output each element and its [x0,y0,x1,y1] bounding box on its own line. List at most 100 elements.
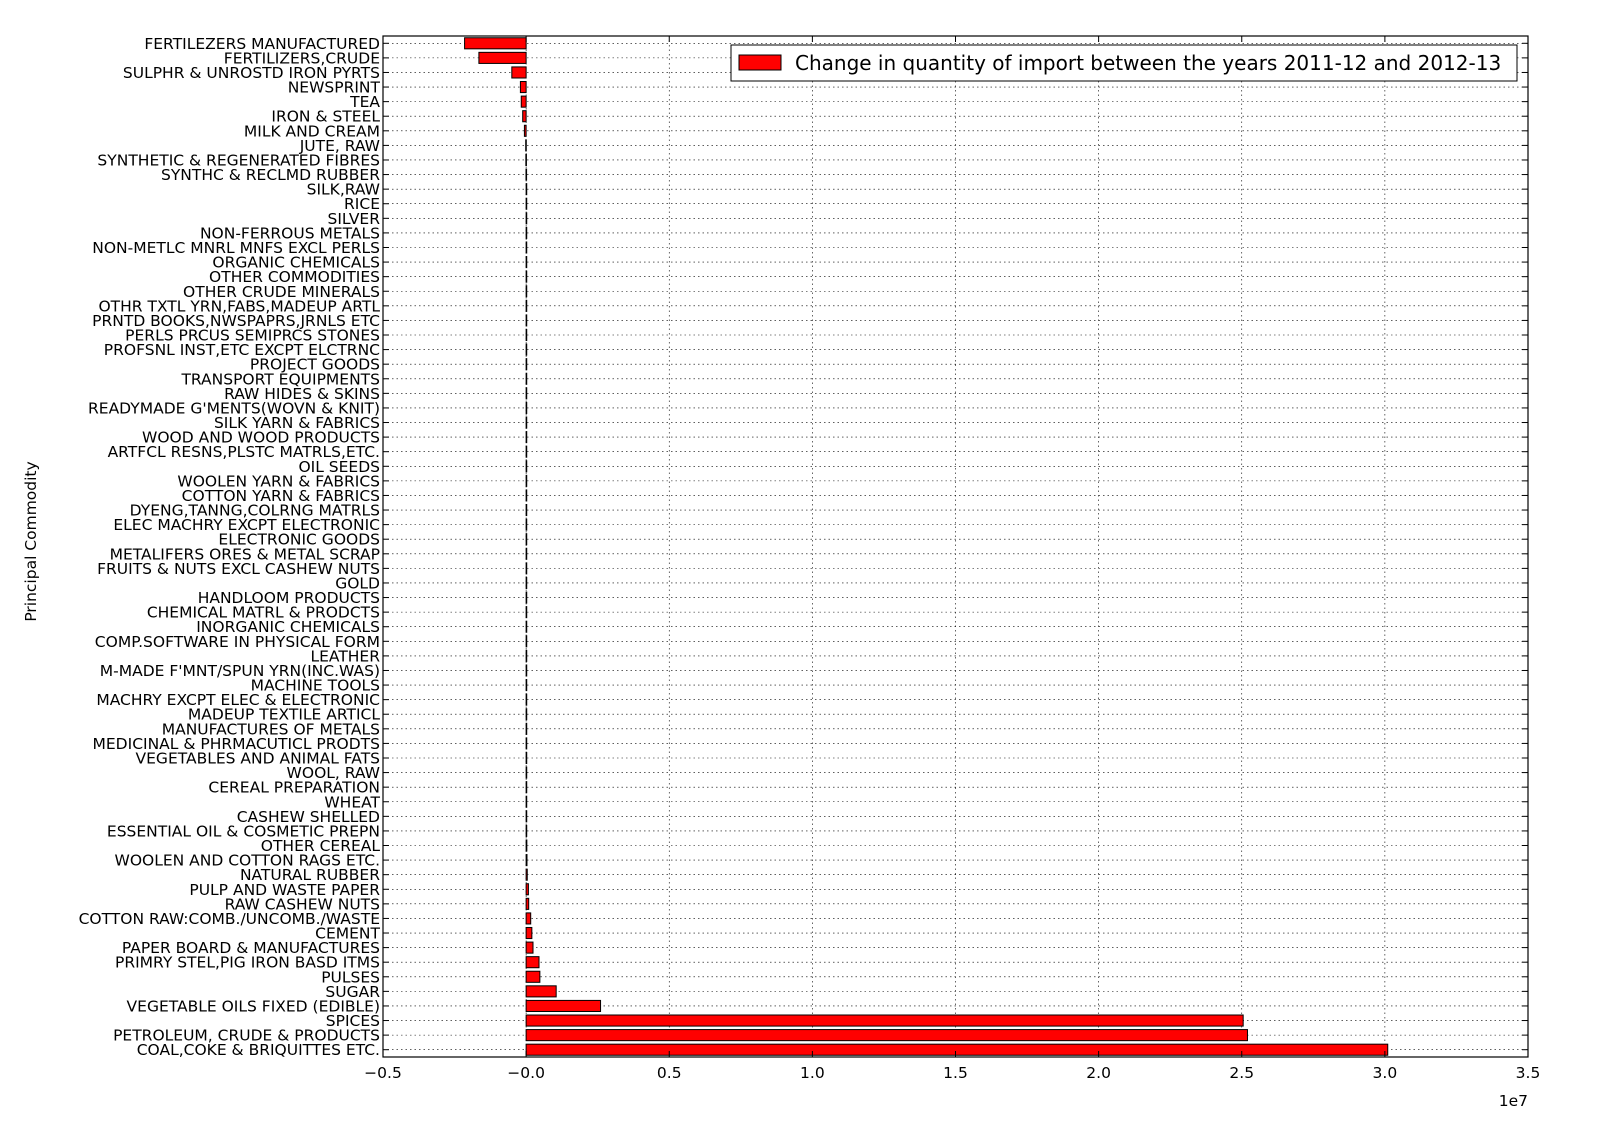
category-label: WOOD AND WOOD PRODUCTS [142,429,380,447]
bar [525,489,528,502]
category-label: SULPHR & UNROSTD IRON PYRTS [123,64,380,82]
category-label: PROFSNL INST,ETC EXCPT ELCTRNC [104,341,380,359]
bar [525,839,528,852]
x-tick-label: 2.5 [1229,1064,1254,1082]
x-tick-label: 2.0 [1086,1064,1111,1082]
category-label: MACHRY EXCPT ELEC & ELECTRONIC [96,691,380,709]
bar [525,635,528,648]
category-label: COAL,COKE & BRIQUITTES ETC. [137,1041,380,1059]
category-label: WOOL, RAW [287,764,380,782]
category-label: GOLD [335,574,380,592]
bar [525,547,528,560]
bar [525,722,528,735]
category-label: OTHER COMMODITIES [209,268,380,286]
category-label: NON-FERROUS METALS [200,224,380,242]
category-label: MADEUP TEXTILE ARTICL [188,706,380,724]
bar [525,912,532,925]
category-label: PRIMRY STEL,PIG IRON BASD ITMS [115,954,380,972]
bar [525,766,528,779]
bar [525,328,528,342]
category-label: SILK,RAW [307,181,380,199]
bar [525,620,528,633]
bar [525,679,528,692]
category-label: NON-METLC MNRL MNFS EXCL PERLS [92,239,380,257]
category-label: RAW HIDES & SKINS [224,385,380,403]
category-label: DYENG,TANNG,COLRNG MATRLS [130,502,380,520]
category-label: LEATHER [310,647,380,665]
x-offset-label: 1e7 [1499,1092,1528,1110]
category-label: CHEMICAL MATRL & PRODCTS [147,604,380,622]
y-axis-label: Principal Commodity [22,461,40,621]
bar [525,795,528,808]
ticks-group [382,36,1529,1057]
bar [525,256,528,269]
bar [525,985,557,998]
grid-lines [382,36,1529,1057]
category-label: MILK AND CREAM [244,122,380,140]
bar [525,533,528,546]
category-label: OTHER CEREAL [261,837,381,855]
category-label: SYNTHETIC & REGENERATED FIBRES [97,151,380,169]
bar [525,431,528,444]
bar [525,956,540,969]
bar [525,197,528,210]
category-label: ORGANIC CHEMICALS [212,254,380,272]
bars-group [464,37,1389,1056]
category-label: WHEAT [324,793,380,811]
category-label: READYMADE G'MENTS(WOVN & KNIT) [88,399,380,417]
bar [525,970,541,983]
bar [525,226,528,239]
bar [525,591,528,604]
category-label: CEMENT [315,925,380,943]
category-label: PULP AND WASTE PAPER [189,881,380,899]
category-label: PULSES [321,968,380,986]
legend-box [730,44,1518,82]
bar [525,854,528,867]
category-label: VEGETABLE OILS FIXED (EDIBLE) [127,997,380,1015]
category-label: FRUITS & NUTS EXCL CASHEW NUTS [97,560,380,578]
bar [525,358,528,371]
category-label: WOOLEN AND COTTON RAGS ETC. [115,852,381,870]
category-label: CASHEW SHELLED [237,808,380,826]
bar [525,285,528,298]
bar [464,37,527,50]
bar [525,737,528,750]
x-tick-label: 0.5 [657,1064,682,1082]
bar [525,168,528,181]
category-label: OIL SEEDS [298,458,380,476]
category-label: PERLS PRCUS SEMIPRCS STONES [125,327,380,345]
category-label: SUGAR [325,983,380,1001]
bar [525,883,529,896]
category-label: PAPER BOARD & MANUFACTURES [122,939,380,957]
bar [525,999,602,1012]
category-label: PRNTD BOOKS,NWSPAPRS,JRNLS ETC [92,312,380,330]
x-tick-label: 3.0 [1373,1064,1398,1082]
bar [525,445,528,458]
category-label: ELEC MACHRY EXCPT ELECTRONIC [113,516,380,534]
bar [525,387,528,400]
bar [525,810,528,823]
bar [525,649,528,662]
bar [520,95,527,108]
category-label: SYNTHC & RECLMD RUBBER [161,166,380,184]
bar [525,781,528,794]
bar [525,153,527,167]
bar [525,139,527,152]
bar [525,897,530,910]
category-labels: COAL,COKE & BRIQUITTES ETC.PETROLEUM, CR… [79,35,381,1059]
x-tick-label: −0.5 [364,1064,402,1082]
x-tick-label: −0.0 [507,1064,545,1082]
category-label: INORGANIC CHEMICALS [196,618,380,636]
bar [525,868,528,881]
bar [525,518,528,531]
category-label: PETROLEUM, CRUDE & PRODUCTS [113,1027,380,1045]
category-label: NATURAL RUBBER [240,866,380,884]
category-label: NEWSPRINT [288,79,381,97]
category-label: FERTILIZERS,CRUDE [224,49,380,67]
category-label: OTHR TXTL YRN,FABS,MADEUP ARTL [98,297,380,315]
bar [525,926,533,940]
legend-swatch [738,54,782,71]
bar [525,183,528,196]
